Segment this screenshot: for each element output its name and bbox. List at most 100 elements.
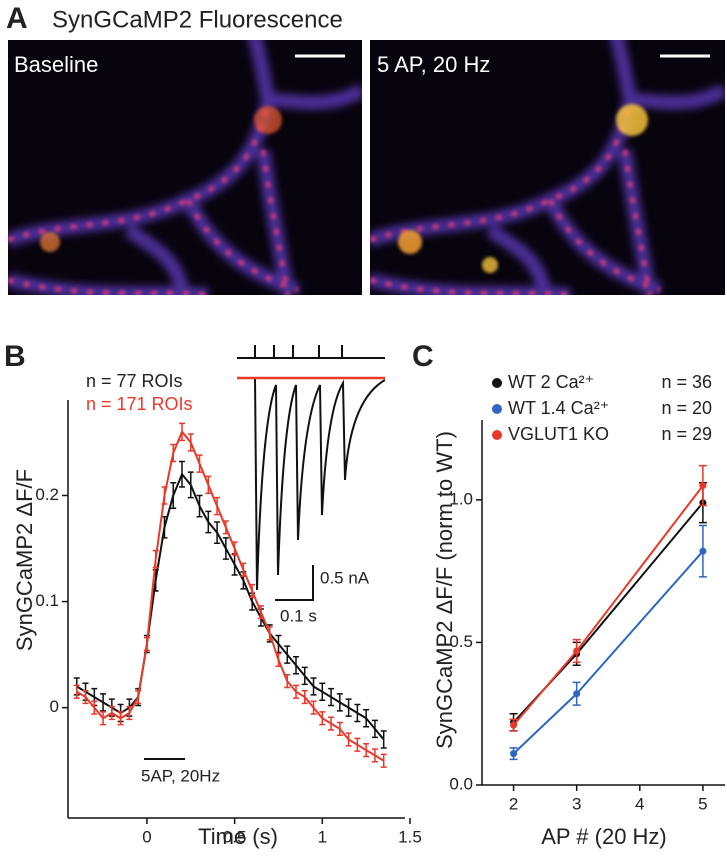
- panel-letter: B: [4, 340, 26, 373]
- y-tick-label: 0.0: [449, 774, 473, 793]
- error-bar: [179, 460, 185, 488]
- error-bar: [135, 689, 142, 705]
- legend-label: WT 2 Ca²⁺: [508, 372, 594, 392]
- point: [699, 547, 707, 555]
- error-bar: [336, 721, 343, 736]
- image-label: 5 AP, 20 Hz: [377, 52, 490, 77]
- x-tick-label: 0: [142, 827, 151, 846]
- error-bar: [196, 454, 203, 473]
- error-bar: [196, 494, 203, 518]
- error-bar: [380, 730, 387, 749]
- scale-label: 0.1 s: [280, 606, 317, 625]
- error-bar: [293, 655, 299, 675]
- image-stimulated: [370, 40, 725, 295]
- error-bar: [328, 687, 335, 707]
- error-bar: [222, 520, 229, 535]
- error-bar: [222, 537, 229, 560]
- series-line: [76, 472, 385, 741]
- error-bar: [275, 652, 282, 668]
- legend-n: n = 36: [661, 372, 712, 392]
- series-label: n = 171 ROIs: [86, 394, 193, 414]
- x-tick-label: 5: [698, 794, 707, 813]
- x-tick-label: 1: [318, 827, 327, 846]
- error-bar: [231, 553, 238, 576]
- y-axis-title: SynGCaMP2 ΔF/F: [12, 469, 37, 651]
- series-line: [76, 429, 385, 762]
- x-axis-title: Time (s): [198, 824, 278, 849]
- error-bar: [345, 698, 352, 717]
- image-label: Baseline: [14, 52, 98, 77]
- error-bar: [73, 684, 80, 699]
- error-bar: [126, 705, 133, 721]
- error-bar: [205, 475, 212, 495]
- scale-label: 0.5 nA: [320, 568, 370, 587]
- error-bar: [301, 689, 308, 705]
- error-bar: [310, 700, 317, 715]
- error-bar: [117, 711, 124, 726]
- legend-swatch: [492, 404, 502, 414]
- error-bar: [275, 634, 282, 654]
- point: [699, 482, 707, 490]
- error-bar: [266, 626, 273, 641]
- y-tick-label: 0.5: [449, 632, 473, 651]
- panel-letter: C: [412, 340, 434, 373]
- x-tick-label: 4: [635, 794, 644, 813]
- error-bar: [371, 719, 378, 739]
- series-line: [512, 484, 704, 726]
- error-bar: [187, 471, 194, 499]
- error-bar: [231, 541, 238, 556]
- error-bar: [170, 482, 177, 509]
- panel-title: SynGCaMP2 Fluorescence: [52, 6, 343, 33]
- y-tick-label: 1.0: [449, 489, 473, 508]
- panel-letter: A: [6, 2, 28, 35]
- error-bar: [301, 666, 308, 686]
- error-bar: [293, 684, 299, 699]
- error-bar: [152, 549, 159, 569]
- legend-n: n = 29: [661, 424, 712, 444]
- legend-swatch: [492, 430, 502, 440]
- annotation: 5AP, 20Hz: [141, 766, 220, 785]
- series-label: n = 77 ROIs: [86, 371, 183, 391]
- error-bar: [108, 705, 115, 721]
- error-bar: [214, 496, 221, 516]
- point: [510, 721, 518, 729]
- error-bar: [187, 433, 194, 452]
- error-bar: [380, 753, 387, 768]
- error-bar: [257, 605, 264, 620]
- y-tick-label: 0.2: [35, 485, 59, 504]
- image-baseline: [8, 40, 362, 295]
- series-line: [512, 550, 704, 755]
- error-bar: [319, 682, 326, 701]
- error-bar: [100, 693, 107, 712]
- error-bar: [170, 443, 177, 463]
- error-bar: [240, 562, 247, 577]
- error-bar: [363, 709, 370, 728]
- y-tick-label: 0.1: [35, 591, 59, 610]
- x-axis-title: AP # (20 Hz): [541, 824, 667, 849]
- inset-trace: [237, 345, 386, 601]
- legend-label: VGLUT1 KO: [508, 424, 609, 444]
- legend-swatch: [492, 378, 502, 388]
- error-bar: [284, 674, 291, 689]
- x-tick-label: 2: [509, 794, 518, 813]
- x-tick-label: 3: [572, 794, 581, 813]
- error-bar: [319, 711, 326, 726]
- legend-label: WT 1.4 Ca²⁺: [508, 398, 609, 418]
- error-bar: [249, 583, 256, 599]
- error-bar: [371, 748, 378, 763]
- error-bar: [363, 742, 370, 758]
- error-bar: [336, 693, 343, 712]
- error-bar: [100, 711, 107, 726]
- error-bar: [205, 510, 212, 534]
- y-tick-label: 0: [50, 697, 59, 716]
- y-axis-title: SynGCaMP2 ΔF/F (norm to WT): [432, 431, 457, 749]
- error-bar: [82, 689, 89, 705]
- point: [573, 647, 581, 655]
- point: [510, 750, 518, 758]
- error-bar: [354, 703, 361, 723]
- error-bar: [310, 677, 317, 696]
- series-line: [512, 502, 704, 723]
- legend-n: n = 20: [661, 398, 712, 418]
